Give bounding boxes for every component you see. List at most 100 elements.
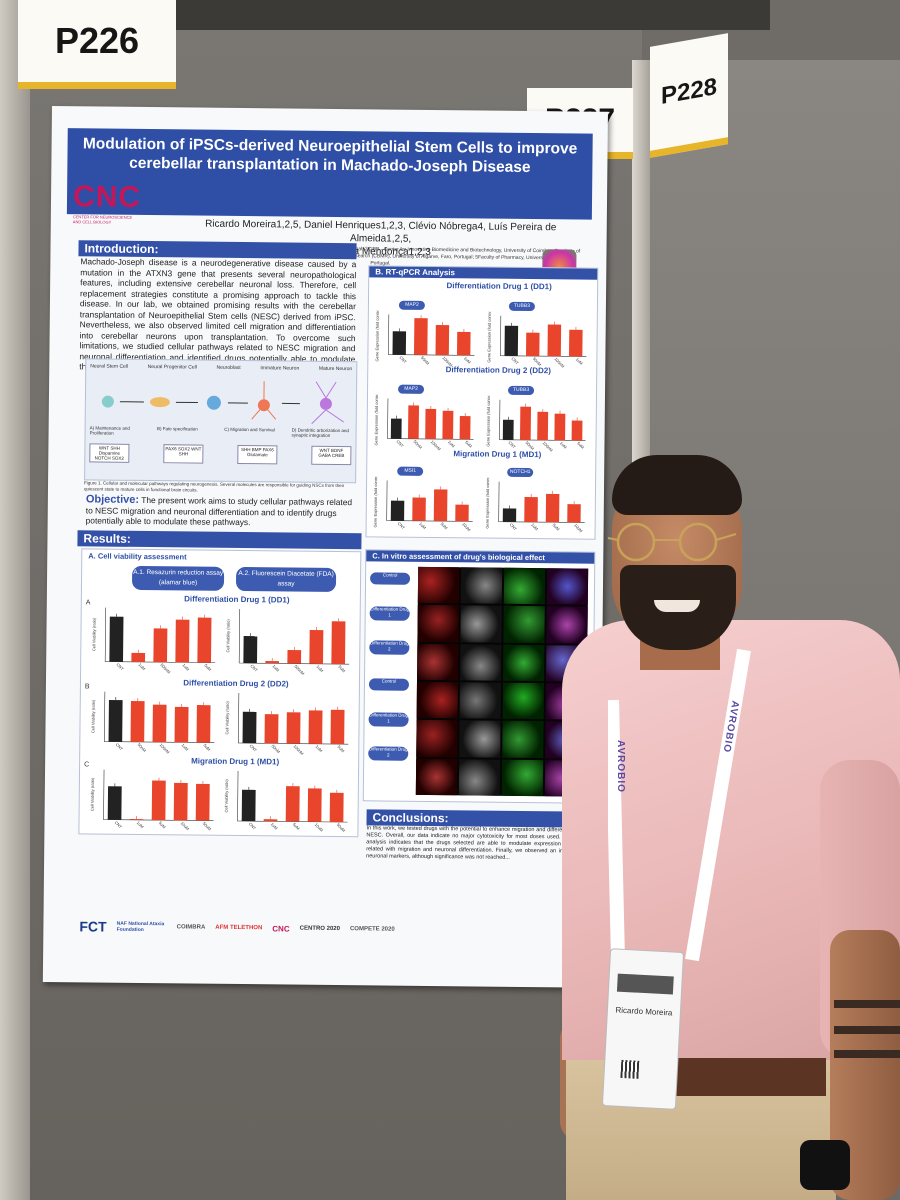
chart-bar bbox=[129, 819, 144, 820]
wristwatch bbox=[800, 1140, 850, 1190]
fig1-molecule-box: SHH BMP PAX6 Glutamate bbox=[237, 444, 278, 465]
qpcr-chart-dd1-map2: Gene Expression (fold control) CNT 50nM 100… bbox=[374, 310, 475, 367]
fig1-neuron-illustration bbox=[101, 381, 344, 425]
chart-ylabel: Cell Viability (ratio) bbox=[91, 617, 96, 651]
chart-bar bbox=[131, 652, 146, 663]
sponsor-logo: CENTRO 2020 bbox=[299, 925, 341, 933]
chart-bar bbox=[242, 711, 257, 744]
sponsor-logo: NAF National Ataxia Foundation bbox=[116, 920, 165, 934]
chart-tick-label: 1uM bbox=[418, 521, 427, 530]
chart-tick-label: 1uM bbox=[559, 441, 568, 450]
chart-bar bbox=[195, 783, 210, 821]
chart-bar bbox=[524, 496, 538, 523]
person-belt bbox=[676, 1058, 826, 1096]
in-vitro-row-label: Differentiation Drug 1 bbox=[368, 712, 409, 727]
chart-tick-label: CNT bbox=[115, 742, 125, 752]
fig1-molecule-box: WNT SHH Dispamine NOTCH SOX2 bbox=[89, 443, 130, 463]
fig1-step: B) Fate specification bbox=[156, 426, 198, 432]
chart-tick-label: 50nM bbox=[532, 356, 543, 367]
chart-tick-label: 1uM bbox=[137, 662, 146, 671]
chart-tick-label: 10uM bbox=[180, 821, 191, 832]
chart-bar bbox=[151, 780, 166, 821]
intro-text: Machado-Joseph disease is a neurodegener… bbox=[79, 256, 357, 372]
viability-chart-dd1-resazurin: Cell Viability (ratio) CNT 1uM 500nM 1uM 5uM bbox=[91, 607, 216, 675]
viability-chart-md1-fda: Cell Viability (ratio) CNT 1uM 5uM 10uM 50uM bbox=[224, 770, 348, 833]
qpcr-chart-dd2-tubb3: Gene Expression (fold control) CNT 50nM 100… bbox=[485, 396, 586, 453]
chart-ylabel: Cell Viability (ratio) bbox=[224, 701, 229, 735]
fig1-steps: A) Maintenance and Proliferation B) Fate… bbox=[90, 425, 352, 438]
qpcr-chart-dd2-map2: Gene Expression (fold control) CNT 50nM 100… bbox=[373, 394, 474, 451]
in-vitro-row-label: Differentiation Drug 2 bbox=[369, 640, 410, 655]
panel-letter: B bbox=[84, 683, 90, 691]
chart-bar bbox=[435, 325, 450, 356]
name-badge: Ricardo Moreira bbox=[601, 948, 685, 1110]
in-vitro-panel: C. In vitro assessment of drug's biologi… bbox=[362, 549, 596, 804]
chart-bar bbox=[173, 782, 188, 821]
chart-ylabel: Gene Expression (fold control) bbox=[374, 310, 380, 361]
person-hair bbox=[612, 455, 742, 515]
chart-tick-label: 5uM bbox=[203, 663, 212, 672]
assay-2-pill: A.2. Fluorescein Diacetate (FDA) assay bbox=[235, 566, 337, 592]
chart-tick-label: 10uM bbox=[461, 522, 472, 533]
chart-bar bbox=[309, 629, 324, 664]
chart-tick-label: 1uM bbox=[447, 439, 456, 448]
chart-tick-label: 5uM bbox=[158, 820, 167, 829]
chart-tick-label: 10uM bbox=[314, 822, 325, 833]
lanyard bbox=[608, 648, 751, 962]
in-vitro-row-label: Differentiation Drug 2 bbox=[368, 746, 409, 761]
gene-pill: MAP2 bbox=[398, 300, 425, 310]
chart-tick-label: CNT bbox=[395, 439, 405, 449]
chart-bar bbox=[264, 714, 279, 744]
chart-tick-label: 100nM bbox=[542, 440, 554, 452]
chart-ylabel: Gene Expression (fold control) bbox=[486, 312, 492, 363]
qpcr-group-title: Differentiation Drug 1 (DD1) bbox=[446, 281, 552, 292]
conclusions-text: In this work, we tested drugs with the p… bbox=[366, 825, 587, 861]
chart-bar bbox=[502, 508, 517, 522]
chart-tick-label: 5uM bbox=[552, 522, 561, 531]
in-vitro-row-labels: Control Differentiation Drug 1 Different… bbox=[368, 566, 411, 761]
fig1-step: A) Maintenance and Proliferation bbox=[89, 425, 130, 436]
chart-bar bbox=[265, 661, 280, 664]
chart-bar bbox=[408, 405, 420, 439]
chart-tick-label: 1uM bbox=[136, 820, 145, 829]
sponsor-logo: CNC bbox=[272, 923, 290, 934]
chart-bar bbox=[459, 415, 471, 440]
chart-bar bbox=[568, 329, 583, 357]
chart-tick-label: CNT bbox=[249, 663, 259, 673]
badge-name: Ricardo Moreira bbox=[615, 1005, 673, 1018]
sponsor-logo: FCT bbox=[79, 918, 107, 935]
chart-bar bbox=[108, 699, 123, 742]
chart-ylabel: Gene Expression (fold control) bbox=[373, 394, 379, 445]
chart-bar bbox=[412, 497, 426, 521]
chart-bar bbox=[153, 628, 168, 663]
gene-pill: MSI1 bbox=[397, 466, 424, 476]
chart-tick-label: CNT bbox=[510, 356, 520, 366]
qpcr-chart-dd1-tubb3: Gene Expression (fold control) CNT 50nM 100… bbox=[486, 312, 587, 369]
in-vitro-heading: C. In vitro assessment of drug's biologi… bbox=[366, 550, 595, 564]
chart-tick-label: 100nM bbox=[553, 356, 565, 368]
cell-viability-panel: A. Cell viability assessment A.1. Resazu… bbox=[78, 548, 362, 838]
chart-bar bbox=[537, 411, 549, 441]
badge-logo bbox=[616, 973, 674, 995]
fig1-stage: Mature Neuron bbox=[318, 365, 353, 373]
chart-bar bbox=[196, 705, 211, 743]
panel-letter: C bbox=[84, 761, 90, 769]
in-vitro-row-label: Control bbox=[368, 678, 410, 691]
chart-tick-label: CNT bbox=[509, 522, 519, 532]
chart-bar bbox=[519, 406, 532, 441]
chart-bar bbox=[525, 332, 540, 357]
chart-bar bbox=[329, 792, 344, 823]
chart-bar bbox=[554, 413, 566, 441]
chart-tick-label: CNT bbox=[398, 355, 408, 365]
chart-bar bbox=[130, 701, 145, 743]
chart-bar bbox=[286, 712, 301, 744]
badge-qr-code bbox=[620, 1059, 640, 1079]
booth-label-left: P226 bbox=[18, 0, 176, 89]
chart-bar bbox=[545, 493, 560, 523]
eyeglasses-icon bbox=[607, 522, 737, 562]
gene-pill: TUBB3 bbox=[508, 301, 535, 312]
chart-bar bbox=[567, 504, 581, 523]
chart-tick-label: 50nM bbox=[271, 744, 282, 755]
chart-bar bbox=[107, 786, 122, 820]
chart-bar bbox=[197, 617, 212, 663]
